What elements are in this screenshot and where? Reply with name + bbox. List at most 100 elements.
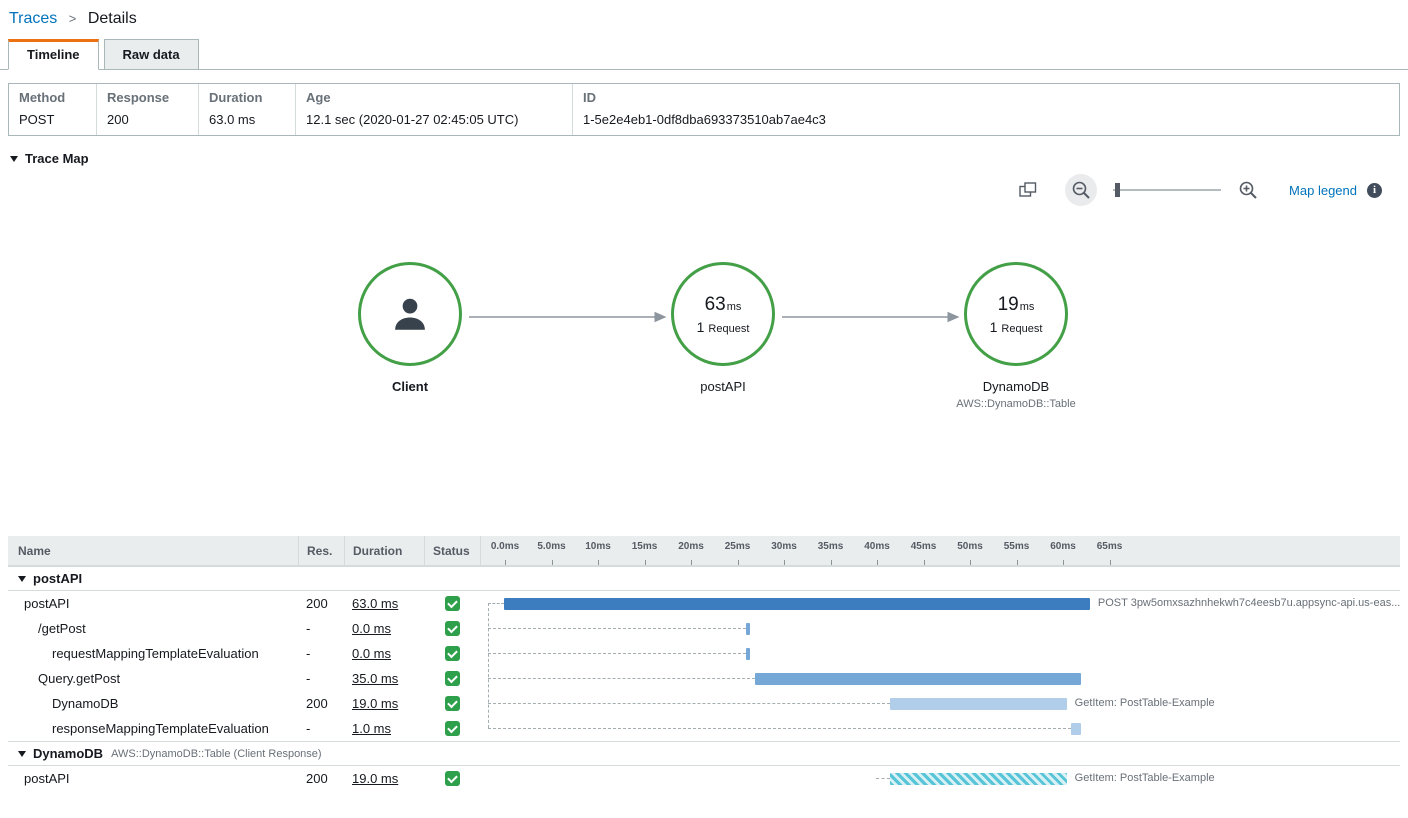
service-node-client[interactable]: Client [325,262,495,394]
bar-label: GetItem: PostTable-Example [1074,772,1215,784]
bar-label: GetItem: PostTable-Example [1074,697,1215,709]
breadcrumb-traces-link[interactable]: Traces [9,10,58,27]
summary-header: Response [107,90,170,105]
row-response-code: - [306,621,311,636]
map-legend-link[interactable]: Map legend [1289,182,1357,198]
node-label: postAPI [700,379,746,394]
row-duration-link[interactable]: 35.0 ms [352,671,399,686]
column-header-status: Status [424,536,480,565]
axis-tick-label: 40ms [864,541,890,552]
axis-tick-mark [877,560,878,565]
row-duration-link[interactable]: 0.0 ms [352,646,392,661]
row-status-cell [424,621,480,636]
trace-connector [488,653,746,654]
row-duration-cell: 35.0 ms [344,671,424,686]
duration-bar[interactable] [889,772,1067,785]
axis-tick-label: 60ms [1050,541,1076,552]
breadcrumb-current: Details [87,10,137,27]
zoom-slider[interactable] [1113,182,1222,198]
axis-tick-label: 35ms [817,541,844,552]
summary-value: 12.1 sec (2020-01-27 02:45:05 UTC) [306,112,519,127]
axis-tick-label: 25ms [724,541,751,552]
row-response-code: 200 [306,696,328,711]
zoom-slider-handle[interactable] [1115,183,1121,197]
timeline-row[interactable]: responseMappingTemplateEvaluation - 1.0 ms [8,716,1400,741]
trace-map-section-toggle[interactable]: Trace Map [10,151,1408,166]
axis-tick-label: 50ms [957,541,983,552]
timeline-header-row: Name Res. Duration Status 0.0ms 5.0ms 10ms… [8,536,1400,566]
status-ok-icon [444,646,460,661]
timeline-row[interactable]: Query.getPost - 35.0 ms [8,666,1400,691]
row-status-cell [424,671,480,686]
row-name: postAPI [24,771,70,786]
summary-column-duration: Duration 63.0 ms [199,84,296,135]
timeline-row[interactable]: DynamoDB 200 19.0 ms GetItem: PostTable-Exa… [8,691,1400,716]
trace-connector [488,703,890,704]
axis-tick-label: 45ms [910,541,937,552]
row-status-cell [424,596,480,611]
zoom-in-icon[interactable] [1237,179,1259,201]
column-header-duration: Duration [344,536,424,565]
timeline-row[interactable]: postAPI 200 19.0 ms GetItem: PostTable-Exam… [8,766,1400,791]
row-chart-cell: GetItem: PostTable-Example [480,766,1400,791]
service-node-postapi[interactable]: 63 ms 1 Request postAPI [638,262,808,394]
axis-tick-mark [784,560,785,565]
duration-bar[interactable] [889,697,1067,710]
axis-tick-mark [505,560,506,565]
row-duration-link[interactable]: 0.0 ms [352,621,392,636]
row-response-code: 200 [306,596,328,611]
duration-bar[interactable] [504,597,1090,610]
time-axis: 0.0ms 5.0ms 10ms 15ms 20ms 25ms 30ms 35ms 40ms 45… [480,536,1400,565]
timeline-group: postAPI postAPI 200 63.0 ms POST 3pw5omxsazh… [8,566,1400,741]
node-label: Client [391,379,429,394]
zoom-out-icon[interactable] [1065,174,1098,206]
tab-raw-data[interactable]: Raw data [103,39,199,70]
summary-header: Age [306,90,331,105]
group-header-row[interactable]: postAPI [8,566,1400,591]
row-duration-link[interactable]: 63.0 ms [352,596,399,611]
row-chart-cell: POST 3pw5omxsazhnhekwh7c4eesb7u.appsync-… [480,591,1400,616]
expand-map-icon[interactable] [1019,182,1037,198]
trace-connector [488,628,746,629]
row-duration-link[interactable]: 1.0 ms [352,721,392,736]
axis-tick-label: 5.0ms [537,541,566,552]
row-duration-link[interactable]: 19.0 ms [352,771,399,786]
info-icon[interactable] [1367,182,1382,198]
timeline-table: Name Res. Duration Status 0.0ms 5.0ms 10ms… [8,536,1400,791]
node-circle [358,262,462,366]
duration-bar[interactable] [1071,722,1081,735]
row-status-cell [424,771,480,786]
row-duration-link[interactable]: 19.0 ms [352,696,399,711]
timeline-row[interactable]: /getPost - 0.0 ms [8,616,1400,641]
tabs: Timeline Raw data [0,39,1408,70]
column-header-name: Name [18,543,51,558]
timeline-row[interactable]: requestMappingTemplateEvaluation - 0.0 ms [8,641,1400,666]
row-response-code: - [306,671,311,686]
service-node-dynamodb[interactable]: 19 ms 1 Request DynamoDB AWS::DynamoDB::Table [931,262,1101,410]
row-duration-cell: 63.0 ms [344,596,424,611]
status-ok-icon [444,721,460,736]
node-request-count: 1 Request [696,318,750,335]
row-duration-cell: 0.0 ms [344,621,424,636]
duration-bar[interactable] [745,622,750,635]
axis-tick-label: 10ms [585,541,611,552]
trace-connector [488,678,756,679]
collapse-triangle-icon [18,575,26,582]
axis-tick-mark [691,560,692,565]
node-request-count: 1 Request [989,318,1043,335]
axis-tick-label: 20ms [678,541,704,552]
axis-tick-mark [1016,560,1018,565]
row-chart-cell [480,641,1400,666]
axis-tick-mark [598,560,599,565]
tab-timeline[interactable]: Timeline [8,39,99,70]
row-status-cell [424,721,480,736]
group-header-row[interactable]: DynamoDB AWS::DynamoDB::Table (Client Res… [8,741,1400,766]
timeline-row[interactable]: postAPI 200 63.0 ms POST 3pw5omxsazhnhekwh7… [8,591,1400,616]
duration-bar[interactable] [755,672,1081,685]
duration-bar[interactable] [745,647,750,660]
axis-tick-label: 65ms [1096,541,1123,552]
axis-tick-mark [1063,560,1064,565]
node-circle: 19 ms 1 Request [964,262,1068,366]
axis-tick-label: 30ms [771,541,797,552]
